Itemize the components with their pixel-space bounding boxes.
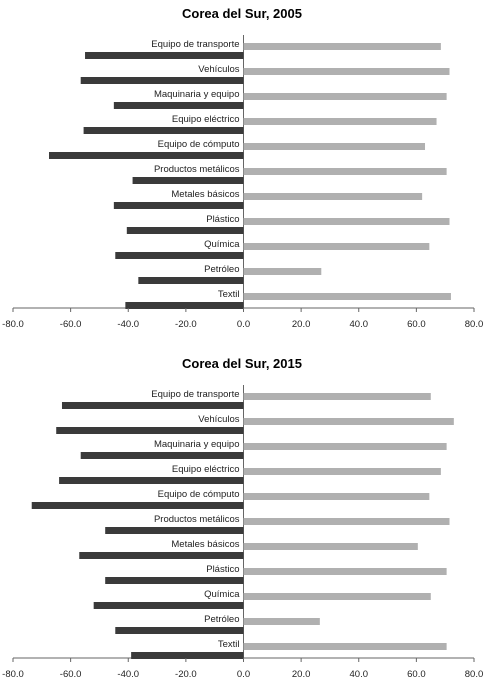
bar-equipo-de-transporte-positive <box>243 393 431 400</box>
bar-maquinaria-y-equipo-negative <box>80 452 244 459</box>
x-tick-label: 60.0 <box>407 669 426 680</box>
category-label-equipo-de-computo: Equipo de cómputo <box>158 489 240 500</box>
bar-vehiculos-positive <box>243 418 454 425</box>
category-label-equipo-electrico: Equipo eléctrico <box>172 464 240 475</box>
bar-textil-positive <box>243 643 447 650</box>
chart-title: Corea del Sur, 2015 <box>182 356 302 371</box>
bar-plastico-positive <box>243 218 450 225</box>
bar-equipo-de-transporte-positive <box>243 43 441 50</box>
bar-equipo-de-computo-positive <box>243 493 430 500</box>
x-tick-label: -60.0 <box>60 319 82 330</box>
bar-equipo-de-transporte-negative <box>85 52 244 59</box>
category-label-productos-metalicos: Productos metálicos <box>154 514 240 525</box>
x-tick-label: 20.0 <box>292 319 311 330</box>
bar-productos-metalicos-negative <box>132 177 244 184</box>
bar-productos-metalicos-negative <box>105 527 244 534</box>
category-label-equipo-de-transporte: Equipo de transporte <box>151 389 239 400</box>
bar-maquinaria-y-equipo-negative <box>113 102 244 109</box>
x-tick-label: -60.0 <box>60 669 82 680</box>
category-label-quimica: Química <box>204 239 240 250</box>
bar-metales-basicos-positive <box>243 543 418 550</box>
category-label-maquinaria-y-equipo: Maquinaria y equipo <box>154 439 240 450</box>
bar-vehiculos-negative <box>80 77 244 84</box>
bar-equipo-de-computo-negative <box>49 152 244 159</box>
bar-quimica-negative <box>115 252 244 259</box>
chart-korea-2005: Corea del Sur, 2005 Equipo de transporte V… <box>2 6 484 330</box>
bar-quimica-negative <box>93 602 244 609</box>
bar-metales-basicos-negative <box>113 202 244 209</box>
category-label-maquinaria-y-equipo: Maquinaria y equipo <box>154 89 240 100</box>
category-label-vehiculos: Vehículos <box>198 414 239 425</box>
bar-maquinaria-y-equipo-positive <box>243 443 447 450</box>
x-tick-label: 80.0 <box>465 669 484 680</box>
bar-metales-basicos-positive <box>243 193 423 200</box>
bar-equipo-de-computo-positive <box>243 143 426 150</box>
x-tick-label: 20.0 <box>292 669 311 680</box>
bar-petroleo-negative <box>115 627 244 634</box>
category-label-equipo-de-transporte: Equipo de transporte <box>151 39 239 50</box>
bar-equipo-electrico-positive <box>243 118 437 125</box>
category-label-equipo-de-computo: Equipo de cómputo <box>158 139 240 150</box>
bar-plastico-positive <box>243 568 447 575</box>
category-label-metales-basicos: Metales básicos <box>171 189 239 200</box>
category-label-textil: Textil <box>218 289 240 300</box>
x-tick-label: 40.0 <box>350 319 369 330</box>
x-tick-label: -80.0 <box>2 669 24 680</box>
category-label-textil: Textil <box>218 639 240 650</box>
category-label-plastico: Plástico <box>206 214 239 225</box>
category-label-plastico: Plástico <box>206 564 239 575</box>
bar-equipo-electrico-positive <box>243 468 441 475</box>
bar-productos-metalicos-positive <box>243 518 450 525</box>
x-tick-label: 40.0 <box>350 669 369 680</box>
bar-vehiculos-positive <box>243 68 450 75</box>
bar-vehiculos-negative <box>56 427 244 434</box>
bar-petroleo-positive <box>243 618 320 625</box>
bar-quimica-positive <box>243 593 431 600</box>
bar-equipo-electrico-negative <box>59 477 244 484</box>
bar-petroleo-positive <box>243 268 322 275</box>
x-tick-label: -40.0 <box>117 319 139 330</box>
bar-productos-metalicos-positive <box>243 168 447 175</box>
x-tick-label: 60.0 <box>407 319 426 330</box>
category-label-quimica: Química <box>204 589 240 600</box>
bar-equipo-electrico-negative <box>83 127 244 134</box>
bar-quimica-positive <box>243 243 430 250</box>
bar-textil-positive <box>243 293 451 300</box>
x-tick-label: 0.0 <box>237 319 250 330</box>
bar-textil-negative <box>125 302 244 309</box>
bar-metales-basicos-negative <box>79 552 244 559</box>
category-label-petroleo: Petróleo <box>204 264 239 275</box>
bar-equipo-de-transporte-negative <box>61 402 244 409</box>
x-tick-label: 0.0 <box>237 669 250 680</box>
chart-title: Corea del Sur, 2005 <box>182 6 302 21</box>
x-tick-label: -40.0 <box>117 669 139 680</box>
bar-equipo-de-computo-negative <box>31 502 244 509</box>
chart-korea-2015: Corea del Sur, 2015 Equipo de transporte V… <box>2 356 484 680</box>
bar-plastico-negative <box>126 227 244 234</box>
bar-textil-negative <box>131 652 244 659</box>
category-label-productos-metalicos: Productos metálicos <box>154 164 240 175</box>
bar-petroleo-negative <box>138 277 244 284</box>
x-tick-label: -20.0 <box>175 319 197 330</box>
bar-maquinaria-y-equipo-positive <box>243 93 447 100</box>
bar-plastico-negative <box>105 577 244 584</box>
category-label-petroleo: Petróleo <box>204 614 239 625</box>
x-tick-label: -20.0 <box>175 669 197 680</box>
category-label-equipo-electrico: Equipo eléctrico <box>172 114 240 125</box>
category-label-vehiculos: Vehículos <box>198 64 239 75</box>
x-tick-label: 80.0 <box>465 319 484 330</box>
category-label-metales-basicos: Metales básicos <box>171 539 239 550</box>
x-tick-label: -80.0 <box>2 319 24 330</box>
